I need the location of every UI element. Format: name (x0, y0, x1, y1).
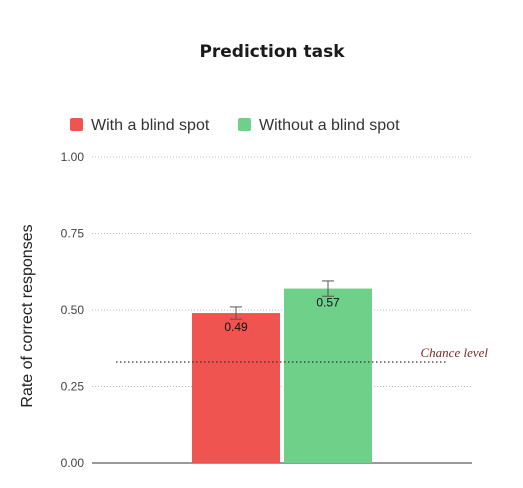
legend-swatch (70, 118, 83, 131)
data-label: 0.57 (316, 296, 340, 310)
y-tick-label: 0.00 (61, 456, 85, 470)
legend-label: With a blind spot (91, 117, 210, 134)
legend: With a blind spot Without a blind spot (70, 117, 400, 134)
bar (284, 288, 372, 463)
legend-swatch (238, 118, 251, 131)
bar (192, 313, 280, 463)
legend-label: Without a blind spot (259, 117, 400, 134)
chance-level-line: Chance level (116, 345, 489, 363)
bars: 0.49 0.57 (192, 280, 372, 463)
y-axis-label: Rate of correct responses (19, 224, 36, 407)
y-tick-label: 1.00 (61, 150, 85, 164)
y-tick-label: 0.75 (61, 227, 85, 241)
y-axis-ticks: 0.00 0.25 0.50 0.75 1.00 (61, 150, 85, 470)
y-tick-label: 0.25 (61, 380, 85, 394)
gridlines (92, 156, 472, 464)
chance-level-label: Chance level (421, 345, 489, 360)
data-label: 0.49 (224, 320, 248, 334)
y-tick-label: 0.50 (61, 303, 85, 317)
chart-title: Prediction task (199, 42, 345, 62)
